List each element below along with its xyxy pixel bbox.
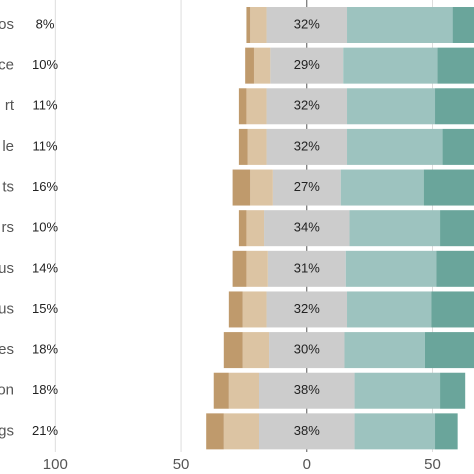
bar-segment bbox=[266, 88, 348, 125]
bar-segment bbox=[228, 291, 243, 328]
category-label: us bbox=[0, 300, 14, 317]
left-percent-label: 10% bbox=[32, 220, 58, 235]
x-tick-label: 50 bbox=[424, 456, 441, 473]
bar-segment bbox=[423, 169, 474, 206]
bar-segment bbox=[250, 169, 273, 206]
bar-segment bbox=[266, 128, 348, 165]
left-percent-label: 16% bbox=[32, 179, 58, 194]
left-percent-label: 10% bbox=[32, 57, 58, 72]
category-label: on bbox=[0, 382, 14, 399]
bar-segment bbox=[347, 291, 432, 328]
bar-segment bbox=[250, 7, 267, 43]
bar-segment bbox=[272, 169, 341, 206]
bar-segment bbox=[344, 332, 425, 369]
category-label: ts bbox=[2, 179, 14, 196]
bar-segment bbox=[347, 88, 436, 125]
bar-segment bbox=[347, 7, 453, 43]
bar-segment bbox=[246, 210, 265, 247]
bar-segment bbox=[436, 250, 474, 287]
bar-segment bbox=[442, 128, 474, 165]
bar-segment bbox=[246, 250, 268, 287]
x-tick-label: 50 bbox=[173, 456, 190, 473]
left-percent-label: 15% bbox=[32, 301, 58, 316]
bar-segment bbox=[424, 332, 474, 369]
bar-segment bbox=[347, 128, 443, 165]
bar-segment bbox=[437, 47, 474, 84]
left-percent-label: 14% bbox=[32, 260, 58, 275]
segment-label: 34% bbox=[294, 220, 320, 235]
bar-segment bbox=[345, 250, 437, 287]
left-percent-label: 21% bbox=[32, 423, 58, 438]
left-percent-label: 18% bbox=[32, 342, 58, 357]
segment-label: 32% bbox=[294, 16, 320, 31]
bar-segment bbox=[213, 372, 229, 409]
segment-label: 32% bbox=[294, 138, 320, 153]
segment-label: 31% bbox=[294, 260, 320, 275]
bar-segment bbox=[266, 291, 348, 328]
bar-segment bbox=[259, 413, 355, 450]
bar-segment bbox=[242, 332, 270, 369]
category-label: ce bbox=[0, 57, 14, 74]
bar-segment bbox=[267, 250, 346, 287]
bar-segment bbox=[269, 332, 345, 369]
segment-label: 30% bbox=[294, 342, 320, 357]
category-label: rt bbox=[5, 97, 15, 114]
bar-segment bbox=[354, 413, 436, 450]
left-percent-label: 11% bbox=[32, 138, 57, 153]
bar-segment bbox=[247, 128, 267, 165]
x-tick-label: 100 bbox=[43, 456, 68, 473]
category-label: es bbox=[0, 341, 14, 358]
bar-segment bbox=[440, 210, 474, 247]
bar-segment bbox=[223, 332, 243, 369]
bar-segment bbox=[440, 372, 466, 409]
segment-label: 38% bbox=[294, 382, 320, 397]
left-percent-label: 11% bbox=[32, 98, 57, 113]
bar-segment bbox=[435, 413, 458, 450]
bar-segment bbox=[206, 413, 224, 450]
category-label: us bbox=[0, 260, 14, 277]
segment-label: 32% bbox=[294, 301, 320, 316]
bar-segment bbox=[238, 128, 248, 165]
bar-segment bbox=[264, 210, 350, 247]
segment-label: 27% bbox=[294, 179, 320, 194]
bar-segment bbox=[253, 47, 271, 84]
category-label: os bbox=[0, 16, 14, 33]
bar-segment bbox=[431, 291, 474, 328]
category-label: gs bbox=[0, 422, 14, 439]
bar-segment bbox=[228, 372, 260, 409]
segment-label: 38% bbox=[294, 423, 320, 438]
bar-segment bbox=[270, 47, 344, 84]
left-percent-label: 8% bbox=[36, 16, 55, 31]
bar-segment bbox=[340, 169, 424, 206]
bar-segment bbox=[242, 291, 267, 328]
bar-segment bbox=[246, 88, 267, 125]
bar-segment bbox=[245, 47, 254, 84]
bar-segment bbox=[452, 7, 474, 43]
bar-segment bbox=[343, 47, 438, 84]
segment-label: 32% bbox=[294, 98, 320, 113]
bar-segment bbox=[246, 7, 251, 43]
bar-segment bbox=[349, 210, 441, 247]
bar-segment bbox=[232, 250, 247, 287]
category-label: le bbox=[2, 138, 14, 155]
bar-segment bbox=[259, 372, 355, 409]
bar-segment bbox=[232, 169, 251, 206]
segment-label: 29% bbox=[294, 57, 320, 72]
bar-segment bbox=[238, 210, 247, 247]
bar-segment bbox=[238, 88, 247, 125]
bar-segment bbox=[354, 372, 441, 409]
bar-segment bbox=[266, 7, 348, 43]
left-percent-label: 18% bbox=[32, 382, 58, 397]
bar-segment bbox=[223, 413, 260, 450]
bar-segment bbox=[435, 88, 474, 125]
x-tick-label: 0 bbox=[303, 456, 311, 473]
category-label: rs bbox=[2, 219, 15, 236]
